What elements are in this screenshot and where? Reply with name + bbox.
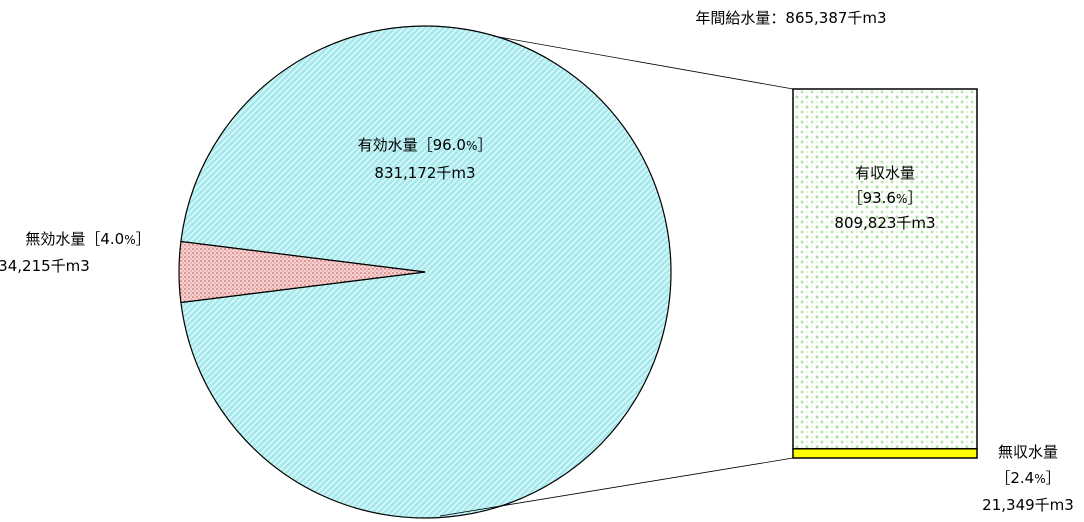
label-ineffective-name: 無効水量［4.0%］ — [25, 230, 150, 248]
label-ineffective-value: 34,215千m3 — [0, 257, 90, 275]
label-unbilled-pct: ［2.4%］ — [995, 469, 1060, 487]
connector-bottom — [439, 457, 794, 517]
label-unbilled-name: 無収水量 — [998, 443, 1058, 461]
pie-slice-effective — [180, 25, 672, 519]
chart-labels: 有効水量［96.0%］ 831,172千m3 無効水量［4.0%］ 34,215千m3… — [0, 136, 1074, 514]
label-billed-value: 809,823千m3 — [834, 214, 935, 232]
label-billed-name: 有収水量 — [855, 164, 915, 182]
label-effective-value: 831,172千m3 — [374, 164, 475, 182]
label-effective-name: 有効水量［96.0%］ — [358, 136, 493, 154]
label-billed-pct: ［93.6%］ — [848, 189, 923, 207]
breakdown-connectors — [439, 35, 794, 517]
label-unbilled-value: 21,349千m3 — [982, 496, 1074, 514]
chart-title: 年間給水量：865,387千m3 — [695, 9, 886, 27]
bar-segment-billed — [792, 88, 978, 450]
pie-slice-ineffective — [178, 240, 426, 304]
pie-chart — [178, 25, 672, 519]
breakdown-bar — [792, 88, 978, 459]
bar-segment-unbilled — [792, 448, 978, 459]
connector-top — [492, 35, 794, 90]
